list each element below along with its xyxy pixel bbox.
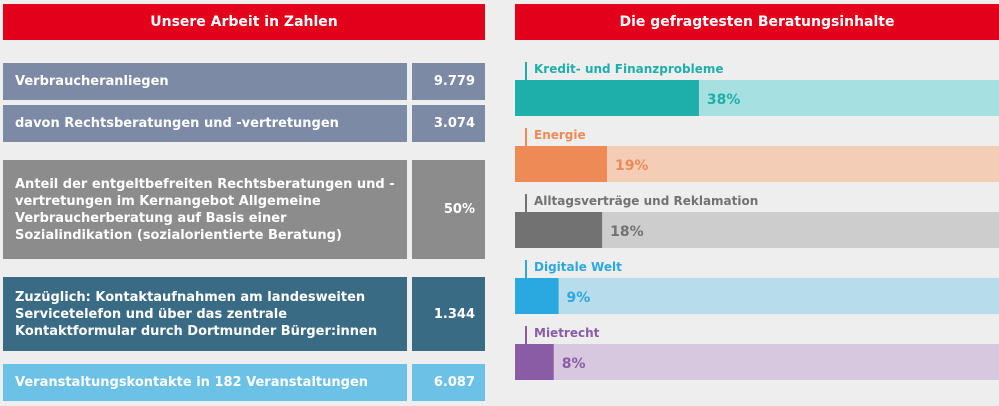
stat-label: Zuzüglich: Kontaktaufnahmen am landeswei… [3,277,407,351]
bar-value-label: 9% [567,290,591,306]
stat-value: 3.074 [412,105,485,142]
stat-label: Veranstaltungskontakte in 182 Veranstalt… [3,364,407,401]
bar [515,278,559,314]
bar-chart: Kredit- und Finanzprobleme 38% Energie 19% A… [515,62,999,380]
bar [515,212,603,248]
bar-track [515,278,999,314]
bar [515,146,607,182]
category-label: Digitale Welt [534,260,622,274]
bar [515,344,554,380]
bar-value-label: 19% [615,158,649,174]
stat-value: 50% [412,160,485,259]
stat-label: Anteil der entgeltbefreiten Rechtsberatu… [3,160,407,259]
category-label: Mietrecht [534,326,600,340]
stat-label: Verbraucheranliegen [3,63,407,100]
bar-track [515,344,999,380]
bar-value-label: 18% [610,224,644,240]
stat-row-kontaktaufnahmen: Zuzüglich: Kontaktaufnahmen am landeswei… [3,277,485,351]
stat-row-rechtsberatungen: davon Rechtsberatungen und -vertretungen… [3,105,485,142]
left-panel-title: Unsere Arbeit in Zahlen [3,4,485,40]
chart-title: Die gefragtesten Beratungsinhalte [515,4,999,40]
bar-value-label: 8% [562,356,586,372]
stat-value: 6.087 [412,364,485,401]
category-label: Kredit- und Finanzprobleme [534,62,724,76]
stat-value: 1.344 [412,277,485,351]
category-label: Energie [534,128,586,142]
bar [515,80,699,116]
stat-row-anteil-entgeltbefreit: Anteil der entgeltbefreiten Rechtsberatu… [3,160,485,259]
stat-value: 9.779 [412,63,485,100]
stat-row-verbraucheranliegen: Verbraucheranliegen 9.779 [3,63,485,100]
stat-row-veranstaltungskontakte: Veranstaltungskontakte in 182 Veranstalt… [3,364,485,401]
category-label: Alltagsverträge und Reklamation [534,194,758,208]
bar-value-label: 38% [707,92,741,108]
stat-label: davon Rechtsberatungen und -vertretungen [3,105,407,142]
